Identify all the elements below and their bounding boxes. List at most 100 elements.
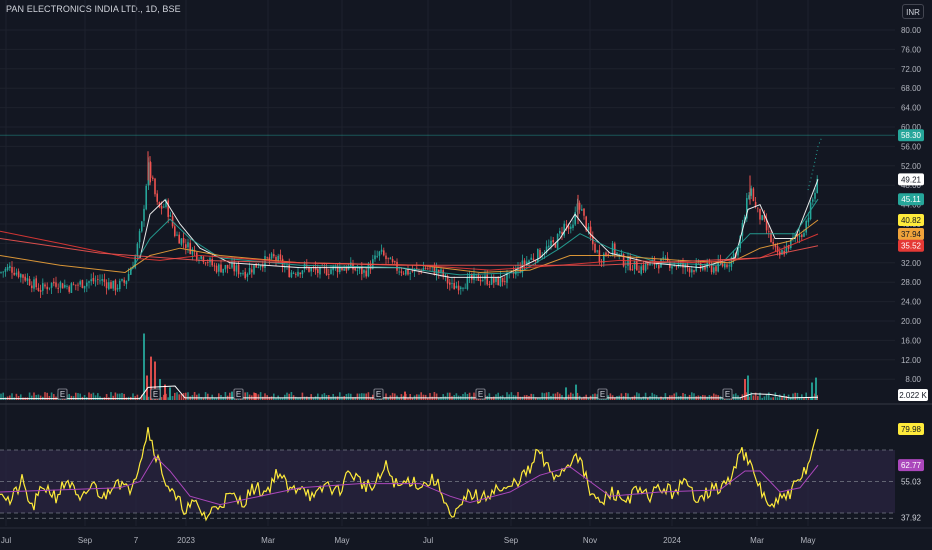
earnings-marker [475,388,486,400]
volume-bar [319,397,321,400]
currency-button[interactable]: INR [902,4,924,19]
volume-bar [174,392,176,400]
price-label-text: 35.52 [901,242,922,251]
volume-bar [748,396,750,400]
candle-body [79,281,81,285]
volume-bar [72,396,75,400]
volume-bar [666,397,669,400]
volume-bar [31,395,33,400]
candle-body [317,269,319,273]
candle-body [343,268,345,271]
candle-body [620,253,623,255]
volume-bar [636,392,638,400]
candle-body [55,282,57,287]
candle-body [279,254,282,260]
volume-spike-bar [146,375,148,400]
volume-bar [119,393,121,400]
candle-body [462,287,464,289]
candle-body [662,257,664,260]
candle-body [574,212,576,225]
volume-bar [581,397,583,400]
candle-body [180,238,183,245]
candle-body [534,260,537,262]
candle-body [787,245,790,249]
volume-bar [620,393,623,400]
volume-bar [433,392,436,400]
candle-body [605,252,607,256]
candle-body [587,226,590,230]
volume-bar [462,393,464,400]
volume-bar [391,392,394,400]
candle-body [295,273,297,275]
volume-bar [253,392,255,400]
volume-bar [442,394,444,400]
volume-bar [807,397,810,400]
candle-body [743,217,746,224]
volume-bar [244,392,246,400]
candle-body [400,271,403,273]
volume-bar [163,394,165,400]
volume-bar [563,397,565,400]
earnings-marker-label: E [236,390,241,399]
candle-body [807,217,810,223]
volume-bar [594,393,596,400]
volume-bar [213,397,216,400]
candle-body [57,287,59,289]
volume-bar [803,397,805,400]
candle-body [330,269,332,274]
volume-bar [572,393,574,400]
candle-body [165,200,167,207]
volume-bar [363,393,365,400]
candle-body [559,230,561,234]
volume-bar [464,392,466,400]
volume-bar [673,393,675,400]
volume-bar [79,393,81,400]
chart-title: PAN ELECTRONICS INDIA LTD., 1D, BSE [6,4,181,14]
candle-body [633,260,636,270]
candle-body [774,244,777,248]
volume-bar [279,397,282,400]
time-tick-label: Jul [423,536,433,545]
candle-body [565,224,568,226]
volume-bar [90,393,92,400]
volume-bar [218,393,220,400]
candle-body [266,257,268,259]
candle-body [378,251,381,256]
candle-body [473,273,475,280]
candle-body [39,290,42,292]
volume-bar [193,392,196,400]
candle-body [240,272,242,274]
candle-body [226,264,229,269]
volume-bar [171,396,174,400]
volume-bar [301,392,304,400]
volume-bar [587,397,590,400]
candle-body [466,276,469,290]
moving-average-line [0,219,819,274]
candle-body [358,267,361,270]
time-tick-label: Nov [583,536,597,545]
earnings-marker [373,388,384,400]
volume-bar [92,392,95,400]
candle-body [726,264,728,268]
candle-body [273,254,275,257]
candle-body [455,285,458,289]
candle-body [814,192,816,199]
volume-bar [596,394,598,400]
candle-body [655,263,658,266]
volume-bar [796,392,799,400]
volume-bar [510,392,513,400]
volume-bar [759,392,761,400]
volume-bar [763,396,766,400]
candle-body [391,259,394,262]
candle-body [526,261,528,266]
candle-body [748,195,750,199]
candle-body [530,257,532,260]
candle-body [616,252,618,254]
volume-bar [394,393,396,400]
candle-body [537,249,539,263]
candle-body [499,276,502,286]
volume-bar [312,397,315,400]
candle-body [433,266,436,275]
candle-body [46,286,48,290]
